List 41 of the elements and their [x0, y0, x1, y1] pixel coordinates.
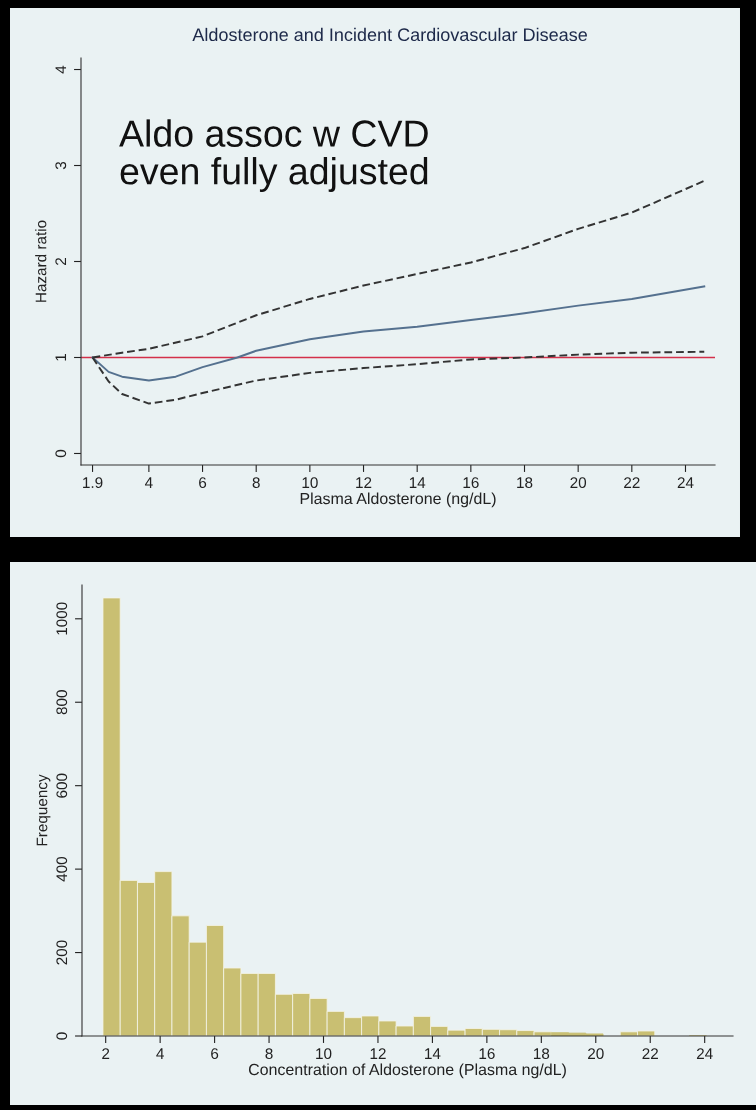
- x-tick-label: 14: [409, 477, 426, 488]
- x-tick-label: 16: [479, 1048, 495, 1060]
- x-tick-label: 16: [463, 477, 479, 489]
- x-tick-label: 2: [102, 1048, 110, 1059]
- x-axis-title: Concentration of Aldosterone (Plasma ng/dL): [248, 1063, 566, 1079]
- y-tick-label: 0: [55, 449, 67, 458]
- x-tick-label: 1.9: [83, 477, 103, 489]
- y-tick-label: 1: [55, 353, 67, 361]
- x-tick-label: 12: [356, 477, 372, 488]
- y-tick-label: 400: [56, 856, 68, 882]
- y-axis-title: Hazard ratio: [35, 220, 47, 302]
- x-tick-label: 22: [624, 477, 640, 488]
- x-tick-label: 8: [252, 477, 260, 489]
- y-tick-label: 800: [56, 690, 68, 715]
- x-tick-label: 20: [588, 1048, 604, 1060]
- x-tick-label: 4: [156, 1048, 164, 1059]
- annotation: Aldo assoc w CVD even fully adjusted: [119, 119, 428, 192]
- x-tick-label: 22: [642, 1048, 658, 1059]
- y-tick-label: 200: [56, 940, 68, 965]
- x-axis-title: Plasma Aldosterone (ng/dL): [300, 492, 496, 508]
- y-tick-label: 600: [56, 773, 68, 798]
- x-tick-label: 18: [517, 477, 533, 489]
- y-tick-label: 3: [55, 161, 67, 170]
- y-axis-title: Frequency: [36, 774, 51, 846]
- x-tick-label: 4: [144, 477, 153, 488]
- x-tick-label: 12: [370, 1048, 386, 1059]
- x-tick-label: 10: [316, 1048, 332, 1060]
- x-tick-label: 24: [696, 1048, 713, 1059]
- y-tick-label: 1000: [56, 602, 68, 635]
- x-tick-label: 8: [265, 1048, 273, 1060]
- chart-title: Aldosterone and Incident Cardiovascular Disease: [192, 27, 587, 42]
- y-tick-label: 2: [55, 258, 67, 265]
- x-tick-label: 18: [533, 1048, 550, 1060]
- x-tick-label: 24: [677, 477, 694, 488]
- x-tick-label: 6: [211, 1048, 219, 1060]
- x-tick-label: 6: [199, 477, 207, 489]
- x-tick-label: 20: [570, 477, 587, 489]
- x-tick-label: 14: [425, 1048, 441, 1059]
- y-tick-label: 0: [56, 1032, 68, 1040]
- x-tick-label: 10: [302, 477, 318, 489]
- y-tick-label: 4: [55, 65, 67, 74]
